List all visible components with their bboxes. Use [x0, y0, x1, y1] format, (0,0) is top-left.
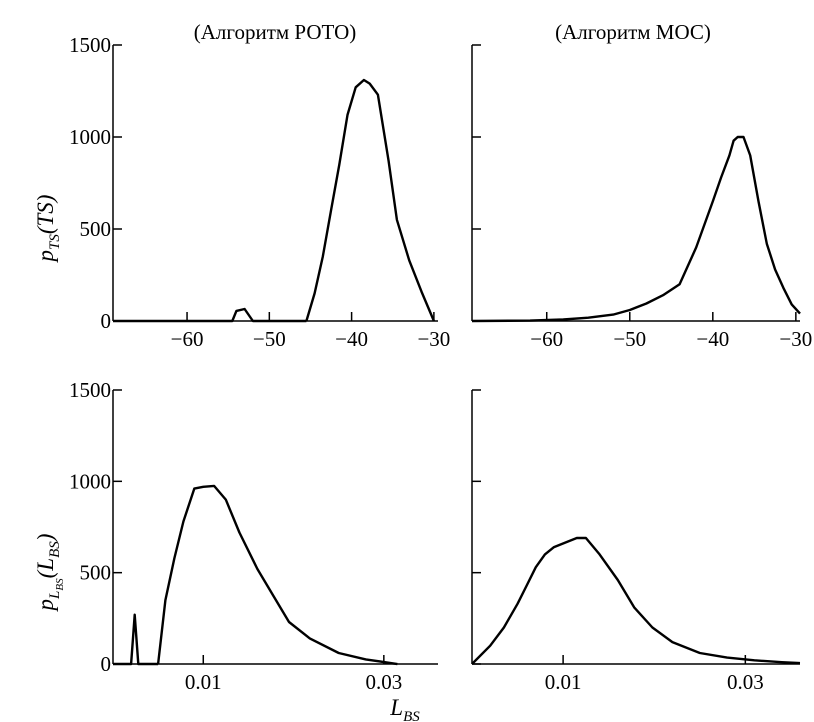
panel-title: (Алгоритм РОТО)	[194, 20, 357, 44]
x-tick-label: −30	[779, 327, 812, 351]
density-curve-1	[113, 615, 158, 664]
density-curve-2	[306, 80, 434, 321]
x-tick-label: 0.03	[365, 670, 402, 694]
panel-top-left: (Алгоритм РОТО) 0 500 1000 1500 −60 −50 −40 −30	[69, 20, 450, 351]
y-axis-label-top: pTS(TS)	[33, 195, 63, 264]
density-curve-2	[158, 486, 397, 664]
y-tick-label: 500	[80, 217, 112, 241]
y-tick-label: 0	[101, 309, 112, 333]
density-curve-1	[472, 137, 800, 321]
x-axis-label: LBS	[389, 695, 420, 722]
x-tick-label: −60	[171, 327, 204, 351]
panel-title: (Алгоритм МОС)	[555, 20, 711, 44]
x-tick-label: 0.01	[545, 670, 582, 694]
x-tick-label: 0.03	[727, 670, 764, 694]
x-tick-label: −40	[335, 327, 368, 351]
panel-bottom-left: 0 500 1000 1500 0.01 0.03	[69, 378, 438, 694]
y-axis-label-bottom: pLBS(LBS)	[33, 534, 66, 613]
x-tick-label: −30	[417, 327, 450, 351]
y-tick-label: 500	[80, 561, 112, 585]
density-curve-1	[113, 309, 306, 321]
panel-top-right: (Алгоритм МОС) −60 −50 −40 −30	[472, 20, 812, 351]
y-tick-label: 1000	[69, 469, 111, 493]
x-tick-label: −40	[696, 327, 729, 351]
panel-bottom-right: 0.01 0.03	[472, 390, 800, 694]
density-curve-1	[472, 538, 800, 664]
y-tick-label: 0	[101, 652, 112, 676]
y-tick-label: 1500	[69, 378, 111, 402]
y-tick-label: 1500	[69, 33, 111, 57]
x-tick-label: −50	[613, 327, 646, 351]
x-tick-label: −60	[530, 327, 563, 351]
x-tick-label: −50	[253, 327, 286, 351]
x-tick-label: 0.01	[185, 670, 222, 694]
y-tick-label: 1000	[69, 125, 111, 149]
